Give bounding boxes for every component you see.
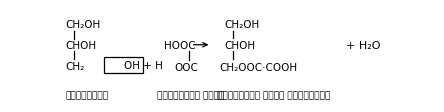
Text: ग्लिसरॉल मोनो ऑक्सैलेट: ग्लिसरॉल मोनो ऑक्सैलेट — [217, 90, 330, 99]
Text: ऑक्सेलिक एसिड: ऑक्सेलिक एसिड — [157, 90, 224, 99]
Text: CH₂: CH₂ — [66, 61, 85, 71]
Text: CH₂OH: CH₂OH — [224, 20, 259, 30]
Text: HOOC: HOOC — [164, 40, 195, 50]
Text: CHOH: CHOH — [66, 40, 97, 50]
Text: CH₂OOC·COOH: CH₂OOC·COOH — [219, 63, 297, 73]
Text: ग्लिसरॉल: ग्लिसरॉल — [66, 90, 109, 99]
Text: OH + H: OH + H — [123, 61, 163, 71]
Text: CHOH: CHOH — [224, 40, 255, 50]
Text: + H₂O: + H₂O — [346, 40, 381, 50]
Text: OOC: OOC — [174, 63, 198, 73]
Bar — [104, 57, 143, 74]
Text: CH₂OH: CH₂OH — [66, 20, 101, 30]
